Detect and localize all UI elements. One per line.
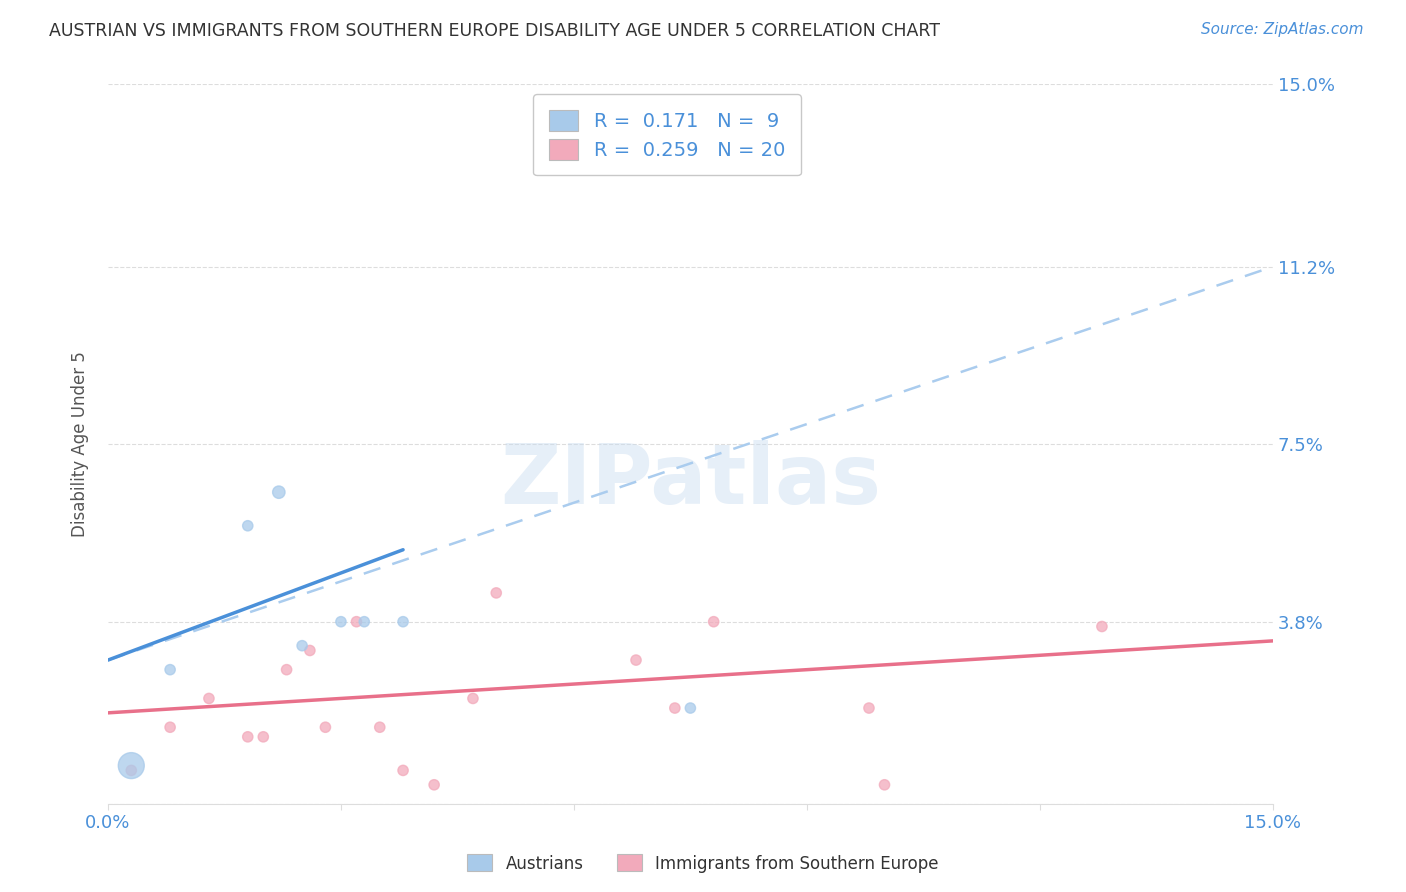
Point xyxy=(267,485,290,500)
Point xyxy=(120,764,142,778)
Point xyxy=(159,663,181,677)
Point xyxy=(1091,619,1114,633)
Point xyxy=(120,758,142,772)
Legend: Austrians, Immigrants from Southern Europe: Austrians, Immigrants from Southern Euro… xyxy=(461,847,945,880)
Point xyxy=(276,663,298,677)
Legend: R =  0.171   N =  9, R =  0.259   N = 20: R = 0.171 N = 9, R = 0.259 N = 20 xyxy=(533,95,800,176)
Point xyxy=(236,518,259,533)
Point xyxy=(423,778,446,792)
Point xyxy=(159,720,181,734)
Point xyxy=(329,615,352,629)
Text: Source: ZipAtlas.com: Source: ZipAtlas.com xyxy=(1201,22,1364,37)
Text: ZIPatlas: ZIPatlas xyxy=(501,440,882,521)
Point xyxy=(392,764,415,778)
Point xyxy=(679,701,702,715)
Point xyxy=(664,701,686,715)
Text: AUSTRIAN VS IMMIGRANTS FROM SOUTHERN EUROPE DISABILITY AGE UNDER 5 CORRELATION C: AUSTRIAN VS IMMIGRANTS FROM SOUTHERN EUR… xyxy=(49,22,941,40)
Point xyxy=(346,615,368,629)
Point xyxy=(392,615,415,629)
Point xyxy=(703,615,725,629)
Point xyxy=(353,615,375,629)
Point xyxy=(858,701,880,715)
Point xyxy=(198,691,221,706)
Point xyxy=(252,730,274,744)
Point xyxy=(485,586,508,600)
Y-axis label: Disability Age Under 5: Disability Age Under 5 xyxy=(72,351,89,537)
Point xyxy=(314,720,336,734)
Point xyxy=(236,730,259,744)
Point xyxy=(298,643,321,657)
Point xyxy=(291,639,314,653)
Point xyxy=(368,720,391,734)
Point xyxy=(624,653,647,667)
Point xyxy=(873,778,896,792)
Point xyxy=(461,691,484,706)
